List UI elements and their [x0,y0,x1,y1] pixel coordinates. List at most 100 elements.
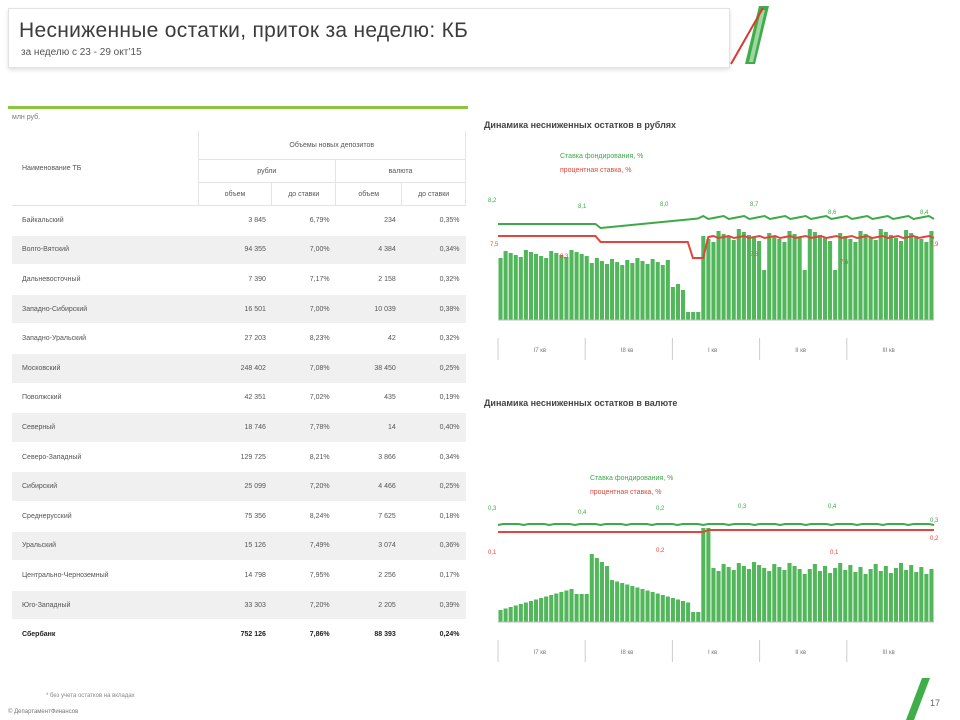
chart-bar [751,238,757,320]
value-cell: 14 [335,412,402,443]
chart-bar [625,584,630,622]
chart-bar [817,571,822,622]
table-row: Северо-Западный 129 725 8,21% 3 866 0,34% [12,442,466,473]
value-cell: 0,19% [401,383,466,414]
sub-header: объем [335,182,403,206]
region-header: Наименование ТБ [12,131,199,206]
legend-item: процентная ставка, % [590,489,661,496]
chart-bar [802,574,807,622]
chart-bar [782,570,787,622]
chart-bar [610,580,615,622]
chart-bar [746,235,751,320]
chart-bar [696,612,701,622]
region-name-cell: Поволжский [12,383,198,414]
chart-bar [523,602,528,622]
value-cell: 7,78% [271,412,336,443]
chart-bar [731,240,736,320]
chart-bar [726,567,731,622]
value-cell: 42 351 [198,383,272,414]
chart-bar [528,601,533,622]
chart-bar [848,239,853,320]
chart-bar [554,253,559,320]
chart-bar [904,570,909,622]
value-cell: 7 625 [335,501,402,532]
chart-bar [620,265,625,320]
chart-bar [610,259,615,320]
region-name-cell: Московский [12,353,198,384]
chart-bar [635,587,640,622]
chart-fx: Ставка фондирования, % процентная ставка,… [488,475,939,662]
chart-bar [787,563,792,622]
chart-bar [706,528,711,622]
brand-logo-icon [730,6,769,65]
value-cell: 234 [335,205,402,236]
table-row: Сибирский 25 099 7,20% 4 466 0,25% [12,471,466,502]
chart-bar [888,235,893,320]
chart-bar [503,251,508,320]
chart-bar [503,608,508,622]
chart-bar [645,264,650,320]
value-cell: 3 866 [335,442,402,473]
region-name-cell: Западно-Уральский [12,323,198,354]
chart-bar [564,590,569,622]
footnote: * без учета остатков на вкладах [46,693,135,699]
point-label: 0,4 [578,510,587,516]
chart-bar [736,563,741,622]
value-cell: 7,86% [271,619,336,650]
chart-bar [757,565,762,622]
point-label: 0,3 [488,506,497,512]
chart-bar [873,240,878,320]
point-label: 8,1 [578,204,587,210]
chart-bar [523,250,528,320]
chart-bar [904,230,909,320]
chart-bar [533,599,539,622]
legend-item: процентная ставка, % [560,167,631,174]
chart-bar [893,568,899,622]
chart-bar [893,238,899,320]
chart-bar [762,568,767,622]
chart-bar [630,586,635,622]
point-label: 8,3 [560,254,569,260]
month-label: III кв [882,348,894,354]
table-row: Западно-Уральский 27 203 8,23% 42 0,32% [12,323,466,354]
chart-bar [579,594,584,622]
chart-bar [549,251,554,320]
chart-bar [655,262,660,320]
chart-bar [812,564,817,622]
chart-bar [848,565,853,622]
value-cell: 8,24% [271,501,336,532]
page-title: Несниженные остатки, приток за неделю: К… [19,19,469,42]
point-label: 8,0 [660,202,669,208]
chart-bar [696,312,701,320]
chart-bar [625,260,630,320]
point-label: 0,2 [656,506,665,512]
value-cell: 7,08% [271,353,336,384]
value-cell: 10 039 [335,294,402,325]
chart-bar [909,233,914,320]
chart-bar [924,242,929,320]
chart-bar [559,592,564,622]
point-label: 0,1 [488,550,497,556]
table-row: Западно-Сибирский 16 501 7,00% 10 039 0,38% [12,294,466,325]
point-label: 0,1 [830,550,839,556]
month-label: I кв [708,348,717,354]
value-cell: 7 390 [198,264,272,295]
value-cell: 8,23% [271,323,336,354]
value-cell: 0,24% [401,619,466,650]
chart-bar [858,231,863,320]
chart-bar [559,255,564,320]
value-cell: 7,20% [271,471,336,502]
chart-bar [508,253,513,320]
point-label: 8,2 [488,198,497,204]
value-cell: 0,25% [401,471,466,502]
table-row: Волго-Вятский 94 355 7,00% 4 384 0,34% [12,235,466,266]
table-total-row: Сбербанк 752 126 7,86% 88 393 0,24% [12,619,466,650]
brand-stripe-icon [906,678,930,720]
chart-bar [589,554,594,622]
chart-bar [797,569,802,622]
chart-bar [924,574,929,622]
chart-bar [817,235,822,320]
value-cell: 7,20% [271,590,336,621]
chart-bar [828,241,833,320]
chart-bar [650,592,655,622]
